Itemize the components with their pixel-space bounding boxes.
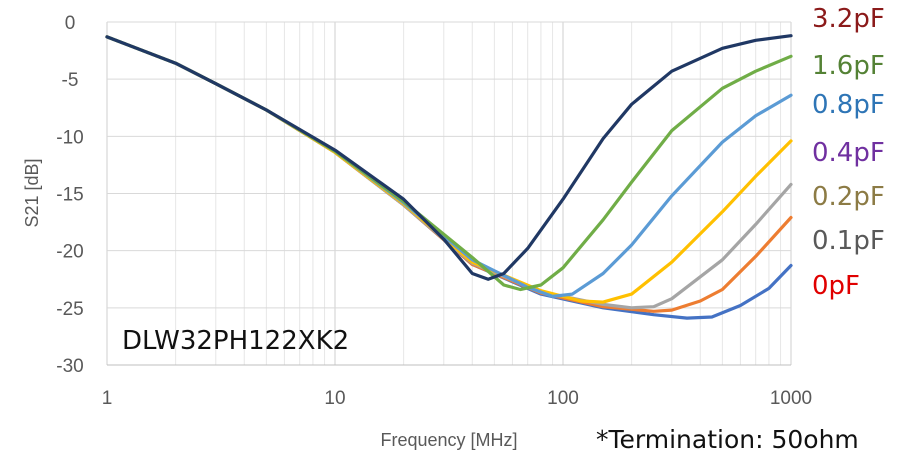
y-axis-label: S21 [dB] (22, 158, 42, 227)
tick-labels: 0 -5 -10 -15 -20 -25 -30 1 10 100 1000 (56, 13, 812, 409)
x-tick-label: 1 (102, 388, 113, 409)
x-tick-label: 100 (547, 388, 579, 409)
x-tick-label: 10 (324, 388, 345, 409)
y-tick-label: -15 (56, 185, 83, 206)
series-lines (105, 34, 793, 320)
y-tick-label: -30 (56, 356, 83, 377)
y-tick-label: -5 (62, 70, 79, 91)
legend-label: 0pF (812, 271, 860, 301)
legend-label: 3.2pF (812, 4, 885, 34)
legend-label: 0.1pF (812, 226, 885, 256)
termination-note: *Termination: 50ohm (596, 425, 859, 454)
gridlines (106, 21, 792, 366)
y-tick-label: -20 (56, 242, 83, 263)
legend-label: 0.4pF (812, 138, 885, 168)
legend-label: 0.8pF (812, 90, 885, 120)
y-tick-label: -25 (56, 299, 83, 320)
legend-label: 1.6pF (812, 51, 885, 81)
series-line (105, 34, 793, 281)
y-tick-label: 0 (65, 13, 76, 34)
x-tick-label: 1000 (770, 388, 812, 409)
legend: 3.2pF 1.6pF 0.8pF 0.4pF 0.2pF 0.1pF 0pF (812, 4, 885, 301)
y-tick-label: -10 (56, 127, 83, 148)
x-axis-label: Frequency [MHz] (380, 430, 517, 450)
legend-label: 0.2pF (812, 182, 885, 212)
part-number-annotation: DLW32PH122XK2 (122, 326, 349, 356)
